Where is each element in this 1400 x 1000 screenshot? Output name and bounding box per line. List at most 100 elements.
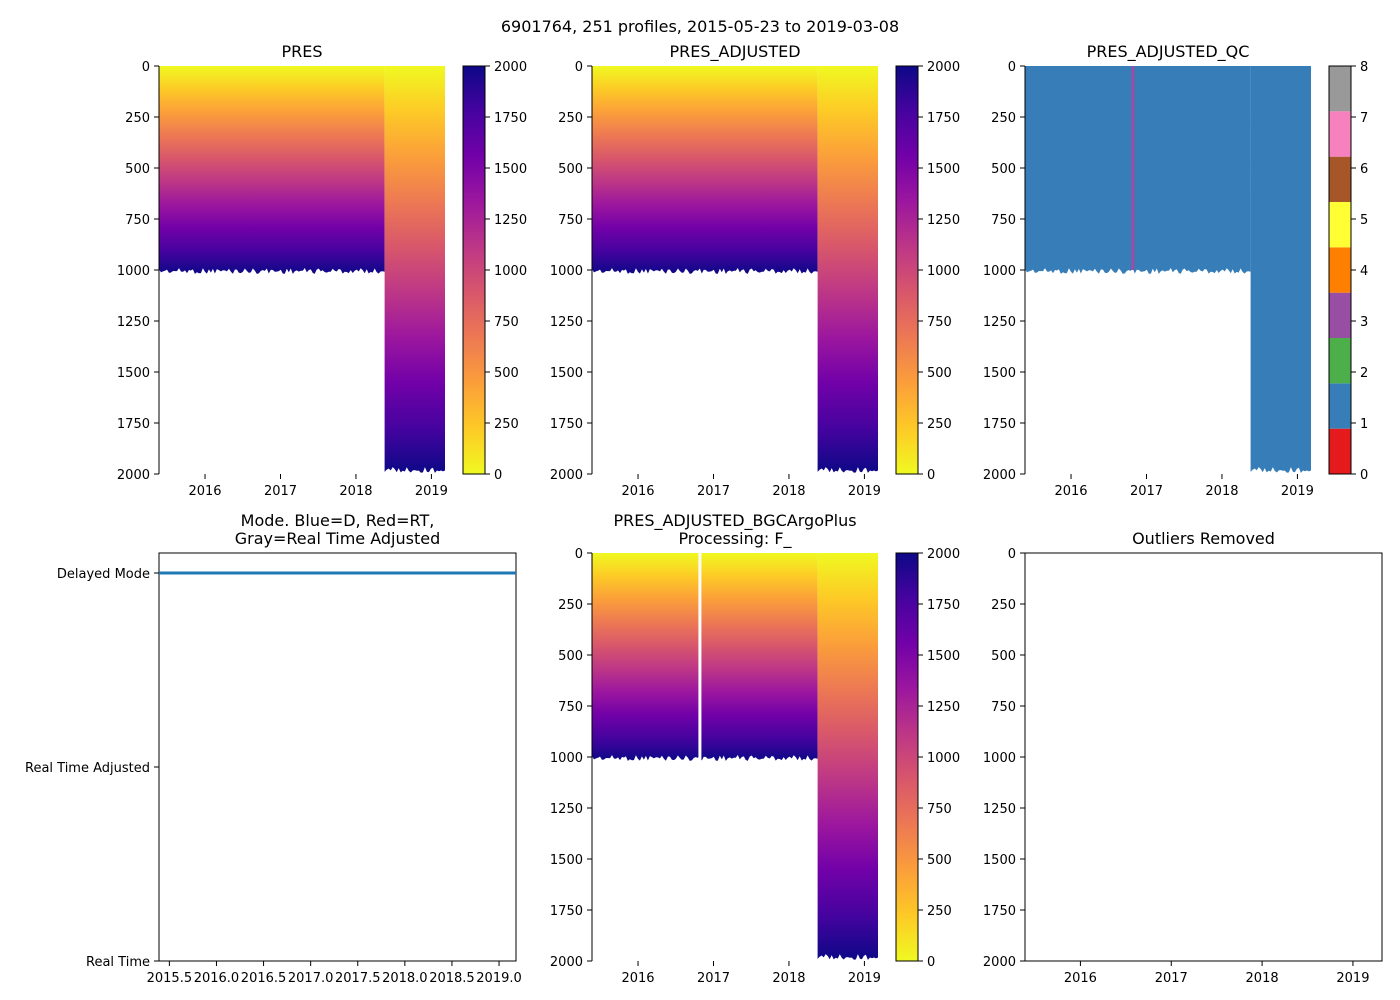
y-tick-label: 1750 — [550, 904, 583, 919]
colorbar-tick-label: 500 — [494, 366, 519, 381]
x-tick-label: 2016 — [621, 484, 654, 499]
colorbar-tick-label: 1500 — [494, 162, 527, 177]
x-tick-label: 2017.5 — [335, 971, 381, 986]
y-tick-label: 1250 — [983, 315, 1016, 330]
colorbar-tick-label: 1000 — [927, 264, 960, 279]
subplot-title: PRES_ADJUSTED_QC — [1087, 42, 1250, 62]
subplot-title: Mode. Blue=D, Red=RT, — [241, 511, 435, 530]
x-tick-label: 2017 — [1130, 484, 1163, 499]
colorbar-tick-label: 1750 — [927, 598, 960, 613]
colorbar — [895, 65, 919, 475]
colorbar-tick-label: 5 — [1360, 213, 1368, 228]
x-tick-label: 2017 — [697, 484, 730, 499]
y-tick-label: 250 — [991, 598, 1016, 613]
y-tick-label: 500 — [558, 649, 583, 664]
colorbar-tick-label: 750 — [927, 315, 952, 330]
colorbar-tick-label: 500 — [927, 366, 952, 381]
x-tick-label: 2016 — [1054, 484, 1087, 499]
x-tick-label: 2017 — [697, 971, 730, 986]
y-tick-label: 0 — [575, 547, 583, 562]
x-tick-label: 2019 — [1336, 971, 1369, 986]
y-tick-label: 2000 — [117, 468, 150, 483]
x-tick-label: 2018.0 — [382, 971, 428, 986]
x-tick-label: 2018 — [339, 484, 372, 499]
subplot-title: PRES_ADJUSTED_BGCArgoPlus — [613, 511, 856, 531]
y-tick-label: 1750 — [983, 904, 1016, 919]
colorbar-tick-label: 8 — [1360, 60, 1368, 75]
x-tick-label: 2016 — [188, 484, 221, 499]
y-tick-label: 500 — [991, 162, 1016, 177]
y-tick-label: 250 — [125, 111, 150, 126]
profile-field — [592, 553, 818, 761]
y-tick-label: 1750 — [117, 417, 150, 432]
profile-field — [384, 66, 445, 473]
colorbar-tick-label: 0 — [927, 955, 935, 970]
colorbar-segment — [1329, 383, 1351, 429]
subplot-title: PRES_ADJUSTED — [669, 42, 800, 62]
colorbar-tick-label: 750 — [494, 315, 519, 330]
subplot-pres: 0 250 500 750 1000 1250 1500 1750 2000 2016 2017 20… — [117, 42, 527, 499]
colorbar-tick-label: 750 — [927, 802, 952, 817]
colorbar-tick-label: 250 — [927, 904, 952, 919]
colorbar-tick-label: 2000 — [494, 60, 527, 75]
y-tick-label: 1000 — [983, 751, 1016, 766]
x-tick-label: 2019 — [848, 971, 881, 986]
colorbar-tick-label: 7 — [1360, 111, 1368, 126]
profile-field — [1250, 66, 1311, 473]
colorbar-tick-label: 2 — [1360, 366, 1368, 381]
subplot-pres_adjusted: 0 250 500 750 1000 1250 1500 1750 2000 2016 2017 20… — [550, 42, 960, 499]
colorbar — [462, 65, 486, 475]
profile-field — [592, 66, 818, 274]
y-tick-label: 1500 — [550, 853, 583, 868]
x-tick-label: 2016.5 — [241, 971, 287, 986]
y-tick-label: 750 — [991, 700, 1016, 715]
colorbar-tick-label: 1500 — [927, 162, 960, 177]
subplot-title-line2: Processing: F_ — [678, 529, 792, 549]
colorbar-tick-label: 3 — [1360, 315, 1368, 330]
y-tick-label: 1500 — [983, 366, 1016, 381]
y-category-label: Delayed Mode — [57, 567, 150, 582]
colorbar-tick-label: 1750 — [927, 111, 960, 126]
colorbar-tick-label: 1750 — [494, 111, 527, 126]
subplot-outliers: Outliers Removed 0 250 500 750 1000 1250 1500 17… — [983, 529, 1383, 986]
subplot-title-line2: Gray=Real Time Adjusted — [235, 529, 441, 548]
y-tick-label: 1250 — [117, 315, 150, 330]
colorbar-segment — [1329, 111, 1351, 157]
x-tick-label: 2016 — [1064, 971, 1097, 986]
y-tick-label: 1250 — [983, 802, 1016, 817]
colorbar-tick-label: 1000 — [494, 264, 527, 279]
colorbar-segment — [1329, 66, 1351, 112]
y-tick-label: 1500 — [117, 366, 150, 381]
missing-profile-gap — [698, 553, 702, 759]
colorbar-tick-label: 2000 — [927, 60, 960, 75]
y-tick-label: 750 — [558, 700, 583, 715]
y-tick-label: 2000 — [550, 468, 583, 483]
subplot-title: PRES — [281, 42, 322, 61]
x-tick-label: 2018.5 — [429, 971, 475, 986]
y-tick-label: 500 — [125, 162, 150, 177]
x-tick-label: 2017.0 — [288, 971, 334, 986]
colorbar-tick-label: 1250 — [494, 213, 527, 228]
y-tick-label: 2000 — [983, 468, 1016, 483]
colorbar-tick-label: 500 — [927, 853, 952, 868]
y-tick-label: 750 — [991, 213, 1016, 228]
colorbar-segment — [1329, 292, 1351, 338]
y-tick-label: 1750 — [550, 417, 583, 432]
y-tick-label: 1000 — [983, 264, 1016, 279]
y-tick-label: 250 — [558, 598, 583, 613]
profile-field — [159, 66, 385, 274]
y-tick-label: 2000 — [983, 955, 1016, 970]
colorbar-tick-label: 250 — [927, 417, 952, 432]
colorbar-tick-label: 1250 — [927, 700, 960, 715]
colorbar — [895, 552, 919, 962]
colorbar-tick-label: 1000 — [927, 751, 960, 766]
x-tick-label: 2017 — [1155, 971, 1188, 986]
y-tick-label: 750 — [125, 213, 150, 228]
y-category-label: Real Time Adjusted — [25, 761, 150, 776]
y-tick-label: 500 — [558, 162, 583, 177]
colorbar-segment — [1329, 428, 1351, 474]
profile-field — [817, 553, 878, 960]
profile-field — [817, 66, 878, 473]
y-tick-label: 0 — [142, 60, 150, 75]
